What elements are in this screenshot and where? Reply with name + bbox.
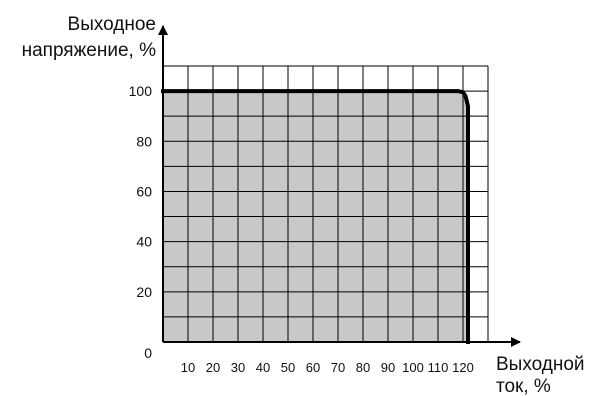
x-tick-label: 120	[452, 360, 474, 375]
x-axis-label-line-2: ток, %	[496, 376, 551, 396]
y-tick-label: 20	[136, 284, 152, 300]
x-tick-label: 90	[381, 360, 395, 375]
x-tick-label: 40	[256, 360, 270, 375]
x-tick-label: 60	[306, 360, 320, 375]
x-tick-label: 50	[281, 360, 295, 375]
x-axis-label-line-1: Выходной	[496, 354, 585, 375]
x-tick-label: 70	[331, 360, 345, 375]
x-tick-label: 110	[428, 360, 449, 375]
y-axis-label-line-2: напряжение, %	[22, 40, 156, 61]
y-tick-label: 60	[136, 183, 152, 199]
x-tick-label: 30	[231, 360, 245, 375]
x-tick-label: 80	[356, 360, 370, 375]
y-tick-label: 40	[136, 234, 152, 250]
y-tick-label: 100	[129, 83, 153, 99]
x-tick-label: 100	[402, 360, 424, 375]
x-tick-label: 20	[206, 360, 220, 375]
origin-label: 0	[144, 345, 152, 361]
x-tick-label: 10	[181, 360, 195, 375]
y-axis-label-line-1: Выходное	[68, 14, 156, 35]
series-line-voltage-current	[161, 89, 470, 344]
y-tick-label: 80	[136, 133, 152, 149]
